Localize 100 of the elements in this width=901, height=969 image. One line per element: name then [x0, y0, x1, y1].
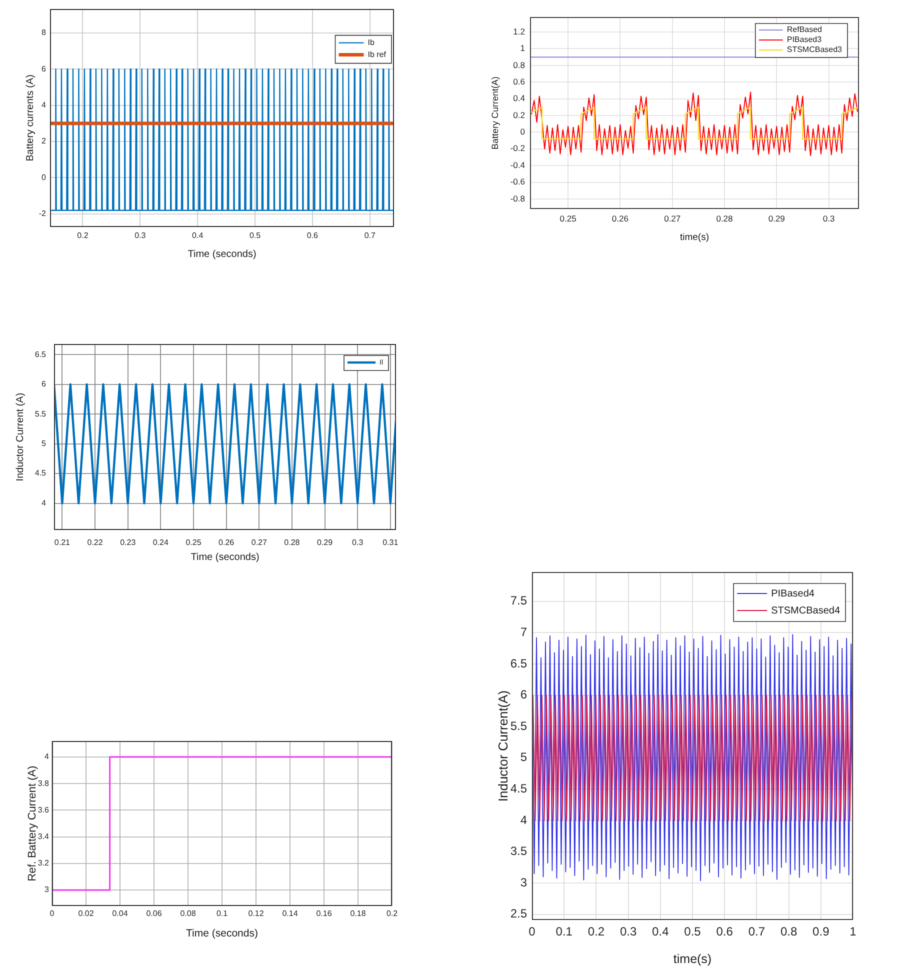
y-tick-label: 3.5 [510, 844, 528, 858]
x-tick-label: 0.22 [87, 538, 104, 548]
y-axis-title: Battery Current(A) [490, 76, 500, 150]
x-axis-title: Time (seconds) [188, 248, 256, 260]
x-tick-label: 0.06 [146, 909, 162, 918]
y-tick-label: 1.2 [513, 26, 526, 36]
x-tick-label: 0.5 [684, 924, 702, 939]
y-tick-label: 6 [520, 688, 528, 702]
y-tick-label: 0.6 [513, 76, 526, 86]
x-tick-label: 0.12 [248, 909, 264, 918]
y-tick-label: 0.2 [513, 110, 526, 120]
y-tick-label: 4 [44, 752, 50, 762]
x-tick-label: 0.18 [350, 909, 366, 918]
y-tick-label: 3.8 [38, 778, 50, 788]
y-tick-label: -0.8 [510, 193, 526, 204]
x-axis-title: time(s) [673, 952, 712, 966]
y-tick-label: 6.5 [510, 656, 528, 670]
y-tick-label: 0 [42, 172, 47, 182]
y-tick-label: 6 [42, 380, 47, 389]
x-tick-label: 0.23 [120, 538, 136, 548]
x-tick-label: 0.16 [316, 909, 332, 918]
x-tick-label: 0.25 [186, 538, 202, 548]
x-tick-label: 0.6 [306, 231, 319, 240]
y-tick-label: 0.8 [513, 60, 526, 70]
x-tick-label: 0.24 [152, 538, 169, 548]
x-tick-label: 0.7 [364, 231, 376, 240]
x-tick-label: 0.2 [588, 924, 605, 939]
y-tick-label: 3.4 [38, 832, 50, 842]
y-tick-label: -2 [38, 209, 47, 218]
x-tick-label: 0.2 [386, 909, 398, 918]
y-tick-label: -0.2 [510, 143, 526, 154]
y-tick-label: 7.5 [510, 594, 528, 608]
x-tick-label: 0.02 [78, 909, 94, 918]
x-tick-label: 0.04 [112, 909, 128, 918]
x-tick-label: 0.29 [768, 213, 786, 224]
y-tick-label: 3.2 [38, 858, 50, 868]
x-tick-label: 0.6 [716, 924, 734, 939]
x-tick-label: 0.2 [77, 231, 89, 240]
x-tick-label: 0.4 [192, 231, 204, 240]
legend-label: PIBased4 [771, 588, 815, 600]
x-axis-title: Time (seconds) [190, 552, 260, 563]
y-tick-label: 4 [42, 100, 47, 110]
y-tick-label: 2.5 [510, 906, 528, 921]
x-tick-label: 0.7 [748, 924, 766, 939]
y-tick-label: 6.5 [34, 350, 47, 359]
y-tick-label: 2 [42, 136, 47, 146]
y-tick-label: 1 [520, 43, 526, 54]
x-tick-label: 0.5 [249, 231, 262, 240]
y-tick-label: 7 [520, 625, 528, 640]
y-tick-label: 4 [520, 812, 528, 827]
x-tick-label: 0.27 [664, 213, 681, 224]
x-axis-title: Time (seconds) [186, 928, 258, 940]
x-tick-label: 0.27 [251, 538, 268, 548]
x-tick-label: 0.14 [282, 909, 298, 918]
x-tick-label: 0.08 [180, 909, 196, 918]
legend-label: Ib [368, 38, 375, 48]
x-axis-title: time(s) [680, 232, 710, 243]
legend-label: RefBased [786, 25, 822, 34]
x-tick-label: 1 [850, 924, 857, 939]
x-tick-label: 0.26 [612, 213, 629, 224]
y-tick-label: 8 [42, 28, 47, 38]
y-tick-label: 3.6 [38, 805, 50, 814]
x-tick-label: 0.29 [316, 538, 334, 548]
x-tick-label: 0.21 [54, 538, 71, 548]
y-tick-label: 0 [520, 126, 526, 137]
x-tick-label: 0.3 [620, 924, 637, 939]
legend-label: STSMCBased3 [786, 45, 843, 54]
x-tick-label: 0.1 [556, 924, 573, 939]
y-tick-label: 5.5 [34, 409, 47, 418]
y-tick-label: -0.6 [510, 176, 526, 187]
y-axis-title: Battery currents (A) [24, 74, 36, 162]
y-tick-label: 4 [42, 498, 47, 508]
y-axis-title: Inductor Current (A) [14, 392, 26, 482]
x-tick-label: 0.9 [812, 924, 830, 939]
y-tick-label: 5.5 [510, 718, 528, 733]
legend-label: STSMCBased4 [771, 605, 840, 616]
legend-label: PIBased3 [786, 35, 822, 44]
y-axis-title: Inductor Current(A) [495, 690, 510, 802]
y-tick-label: 6 [42, 64, 47, 74]
x-tick-label: 0.8 [780, 924, 798, 939]
x-tick-label: 0.31 [382, 538, 399, 548]
x-tick-label: 0.4 [652, 924, 670, 939]
y-tick-label: 5 [42, 439, 47, 448]
y-tick-label: -0.4 [510, 160, 526, 170]
x-tick-label: 0.3 [134, 231, 146, 240]
x-tick-label: 0.28 [284, 538, 300, 548]
x-tick-label: 0.3 [352, 538, 364, 548]
x-tick-label: 0.3 [822, 213, 835, 224]
y-tick-label: 3 [520, 875, 528, 890]
y-tick-label: 4.5 [510, 782, 528, 796]
y-tick-label: 5 [520, 750, 528, 764]
y-tick-label: 3 [44, 885, 50, 894]
y-axis-title: Ref. Battery Current (A) [26, 766, 39, 882]
legend-label: Ib ref [368, 50, 387, 60]
x-tick-label: 0.25 [560, 213, 577, 224]
x-tick-label: 0.26 [218, 538, 235, 548]
x-tick-label: 0.28 [716, 213, 734, 224]
y-tick-label: 4.5 [34, 468, 47, 478]
y-tick-label: 0.4 [513, 93, 526, 104]
x-tick-label: 0.1 [216, 909, 228, 918]
